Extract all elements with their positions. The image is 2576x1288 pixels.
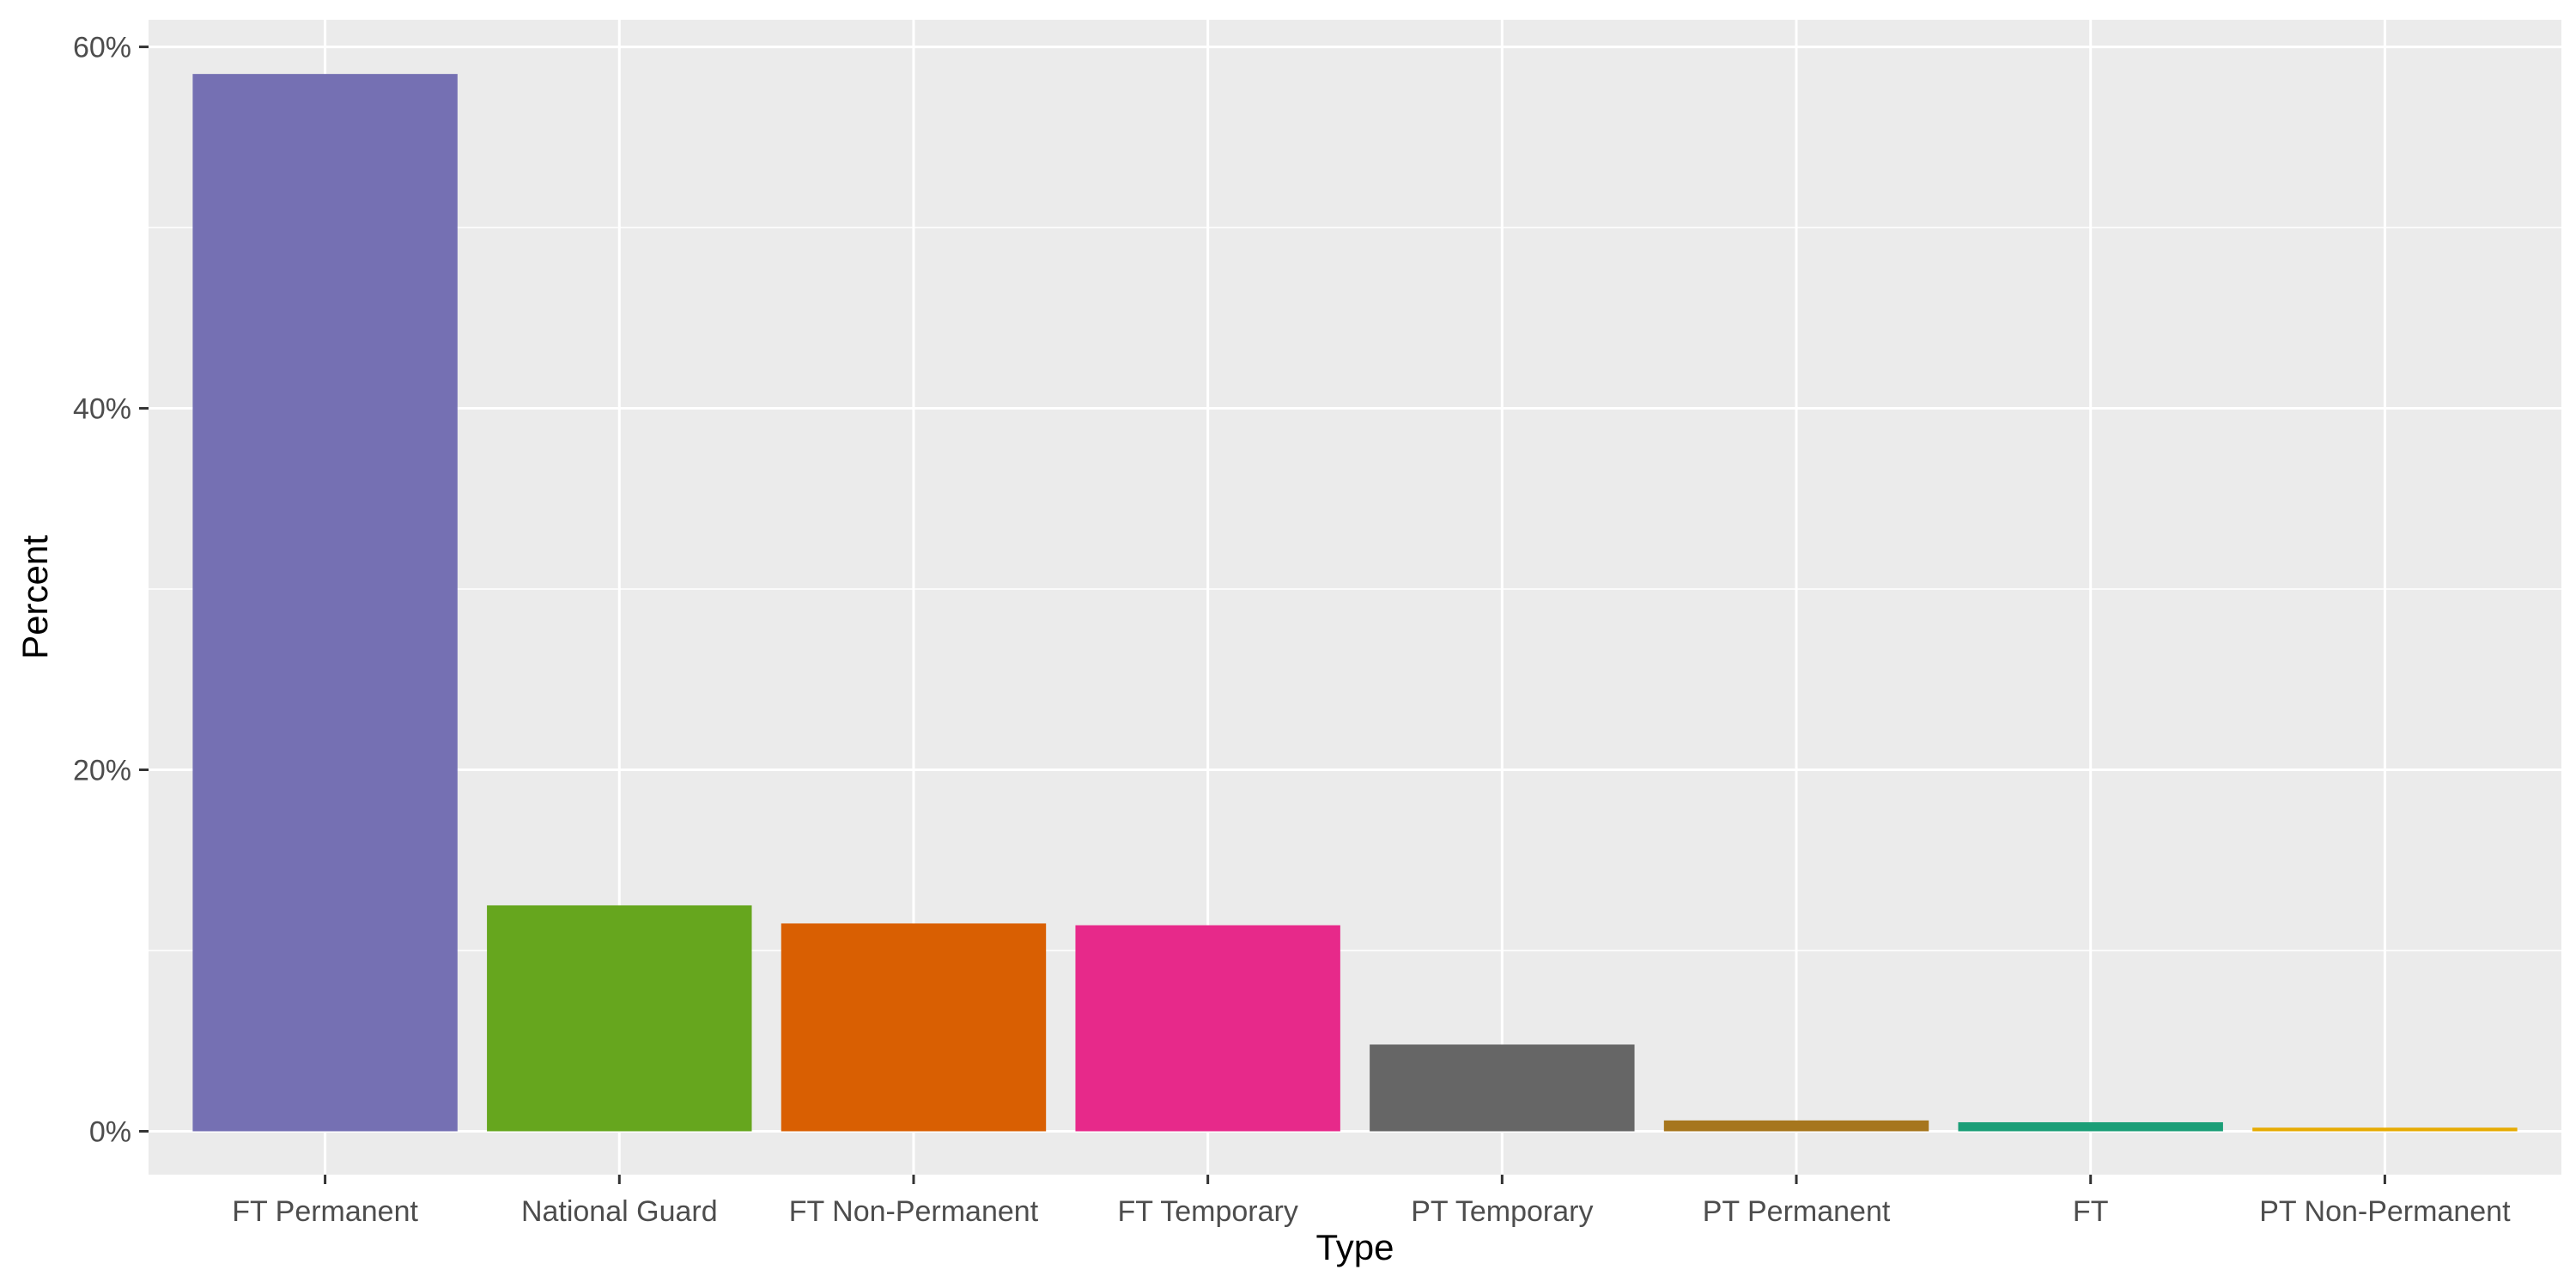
bar [781, 923, 1047, 1132]
x-axis-title: Type [1315, 1227, 1394, 1267]
x-tick-label: FT [2073, 1195, 2109, 1228]
bar [192, 74, 458, 1132]
y-tick-label: 0% [89, 1115, 131, 1148]
x-tick-label: FT Temporary [1117, 1195, 1297, 1228]
x-tick-label: PT Temporary [1411, 1195, 1593, 1228]
y-axis: 0% 20% 40% 60% [73, 32, 149, 1148]
bar [1663, 1120, 1929, 1132]
x-tick-label: FT Permanent [232, 1195, 418, 1228]
bar [487, 905, 752, 1132]
x-tick-label: PT Non-Permanent [2259, 1195, 2511, 1228]
bars [192, 74, 2518, 1132]
x-tick-label: PT Permanent [1703, 1195, 1891, 1228]
x-axis: FT Permanent National Guard FT Non-Permane… [232, 1175, 2511, 1228]
y-axis-title: Percent [15, 535, 55, 659]
bar [1958, 1121, 2223, 1132]
x-tick-label: National Guard [521, 1195, 718, 1228]
bar [2252, 1127, 2518, 1132]
x-tick-label: FT Non-Permanent [789, 1195, 1039, 1228]
y-tick-label: 60% [73, 32, 131, 64]
bar [1075, 925, 1340, 1132]
bar [1370, 1044, 1635, 1132]
y-tick-label: 20% [73, 755, 131, 787]
y-tick-label: 40% [73, 393, 131, 426]
